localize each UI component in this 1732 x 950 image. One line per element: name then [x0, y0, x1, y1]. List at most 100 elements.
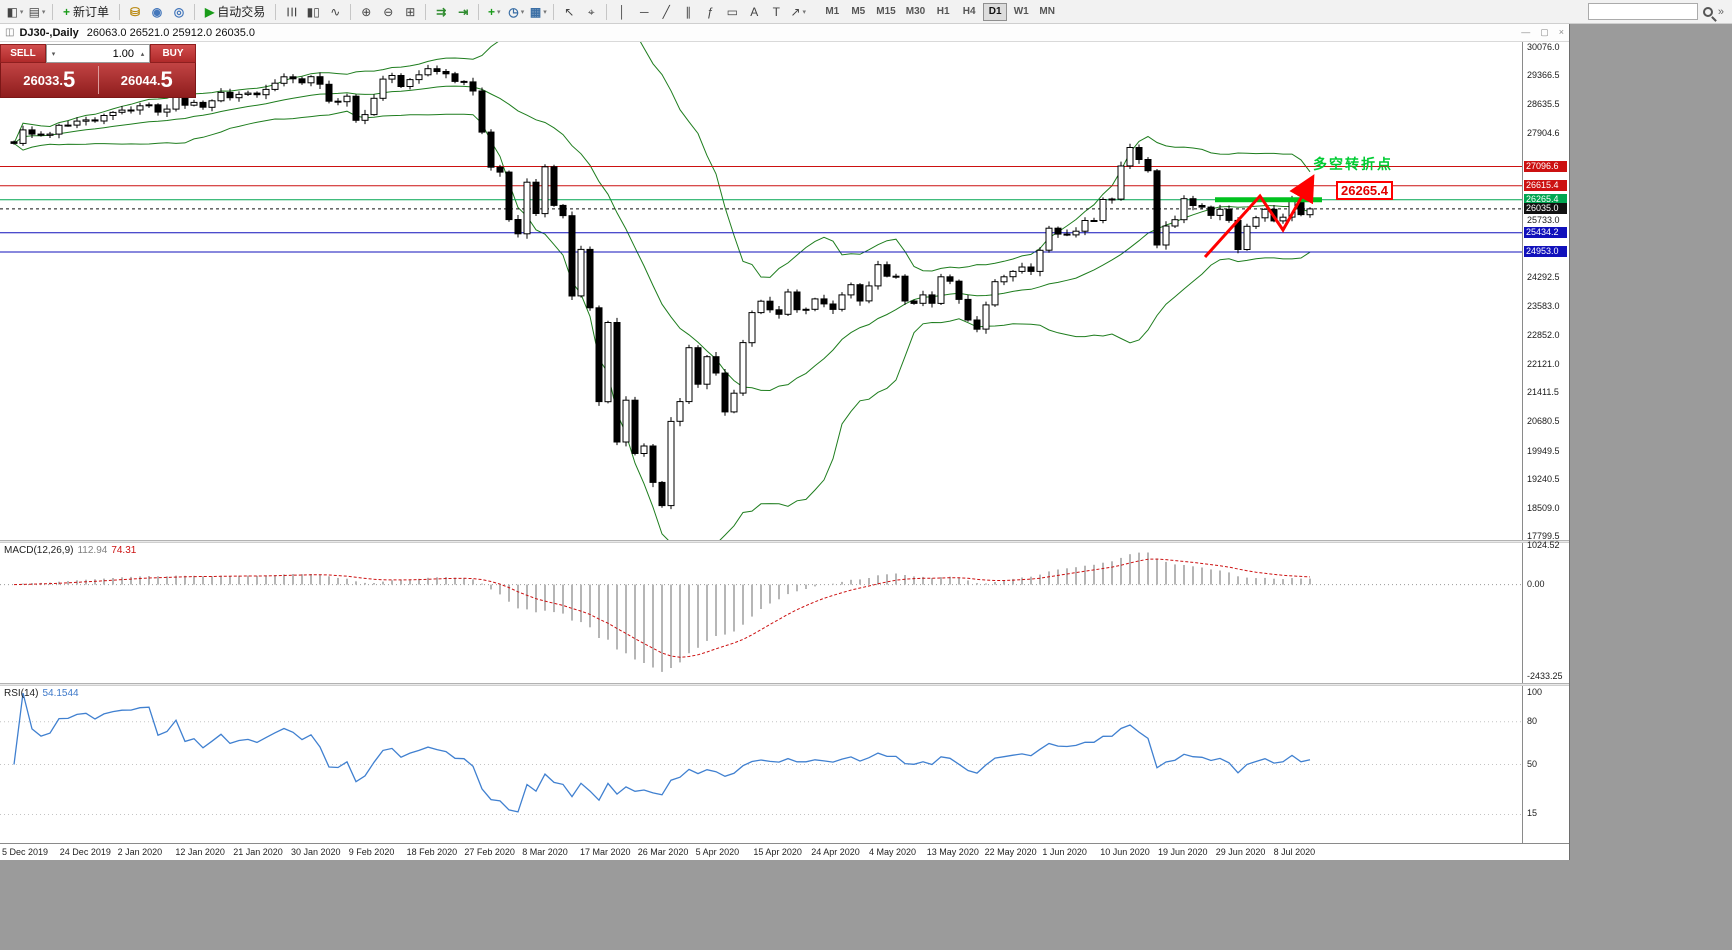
toolbar-icon-groups: ◧ ▾ ▤ ▾ + 新订单 ⛁ ◉ ◎ ▶ 自动交易 ☰ ▮▯ ∿ ⊕ ⊖ ⊞ ⇉ ⇥ + ▾ ◷ ▾ ▦ ▾ ↖ ⌖ │ ─ ╱ ∥ ƒ ▭ A…: [4, 2, 809, 22]
timeframe-m15-button[interactable]: M15: [876, 6, 896, 17]
timeframe-m30-button[interactable]: M30: [905, 6, 926, 17]
rsi-canvas[interactable]: [0, 686, 1523, 843]
toolbar-overflow-icon[interactable]: »: [1717, 5, 1724, 18]
webterminal-icon[interactable]: ◎: [169, 2, 189, 22]
lot-decrease-button[interactable]: ▾: [51, 50, 56, 58]
sell-button[interactable]: SELL: [0, 44, 46, 63]
accounts-icon[interactable]: ◉: [147, 2, 167, 22]
pane-separator[interactable]: [0, 540, 1569, 543]
arrows-icon[interactable]: ↗ ▾: [788, 2, 808, 22]
macd-histogram: [22, 552, 1311, 672]
trend-arrow-annotation: [1203, 174, 1315, 259]
accounts-icon: ◉: [151, 4, 163, 19]
zoom-out-icon[interactable]: ⊖: [378, 2, 398, 22]
date-label: 24 Apr 2020: [811, 847, 860, 857]
close-button[interactable]: ×: [1558, 27, 1564, 37]
lot-size-input[interactable]: [60, 47, 136, 60]
search-icon[interactable]: [1702, 6, 1713, 17]
buy-price-big-digit: 5: [160, 67, 173, 92]
date-label: 26 Mar 2020: [637, 847, 689, 857]
vertical-line-icon[interactable]: │: [612, 2, 632, 22]
scale-label: 23583.0: [1527, 300, 1560, 311]
price-scale[interactable]: 30076.0 29366.5 28635.5 27904.6 25733.0 24292…: [1522, 42, 1569, 541]
toolbar-separator: [52, 3, 53, 20]
toolbar-separator: [606, 3, 608, 20]
webterminal-icon: ◎: [173, 4, 185, 19]
price-tag: 27096.6: [1524, 160, 1567, 172]
scale-label: 24292.5: [1527, 272, 1560, 283]
timeframe-m1-button[interactable]: M1: [825, 6, 840, 17]
templates-icon[interactable]: ▦ ▾: [528, 2, 548, 22]
minimize-button[interactable]: —: [1521, 27, 1531, 37]
candlesticks: [10, 64, 1314, 510]
restore-button[interactable]: ▢: [1540, 27, 1549, 37]
date-label: 4 May 2020: [869, 847, 917, 857]
indicators-icon[interactable]: + ▾: [484, 2, 504, 22]
main-chart-canvas[interactable]: [0, 42, 1523, 540]
search-input[interactable]: [1587, 3, 1698, 20]
date-label: 8 Jul 2020: [1273, 847, 1316, 857]
scale-label: 19949.5: [1527, 445, 1560, 456]
chevron-down-icon: ▾: [802, 8, 807, 16]
auto-trading-button[interactable]: ▶ 自动交易: [200, 2, 270, 22]
chart-title-bar[interactable]: ◫ DJ30-,Daily 26063.0 26521.0 25912.0 260…: [0, 24, 1569, 42]
sell-price[interactable]: 26033. 5: [1, 63, 98, 97]
buy-price[interactable]: 26044. 5: [99, 63, 196, 97]
toolbar-separator: [194, 3, 196, 20]
line-chart-icon[interactable]: ∿: [325, 2, 345, 22]
window-buttons: — ▢ ×: [1521, 27, 1564, 38]
timeframe-d1-button[interactable]: D1: [983, 2, 1008, 21]
scale-label: 25733.0: [1527, 214, 1560, 225]
chart-shift-icon[interactable]: ⇥: [453, 2, 473, 22]
periods-icon[interactable]: ◷ ▾: [506, 2, 526, 22]
timeframe-m5-button[interactable]: M5: [851, 6, 866, 17]
trendline-icon[interactable]: ╱: [656, 2, 676, 22]
new-order-button: +: [63, 4, 71, 19]
deposit-icon[interactable]: ⛁: [125, 2, 145, 22]
timeframe-h4-button[interactable]: H4: [962, 6, 976, 17]
macd-canvas[interactable]: [0, 543, 1523, 683]
timeframe-w1-button[interactable]: W1: [1013, 6, 1029, 17]
deposit-icon: ⛁: [130, 4, 141, 19]
date-label: 30 Jan 2020: [291, 847, 341, 857]
pane-separator[interactable]: [0, 683, 1569, 686]
text-icon[interactable]: A: [744, 2, 764, 22]
new-chart-icon[interactable]: ◧ ▾: [5, 2, 25, 22]
zoom-in-icon[interactable]: ⊕: [356, 2, 376, 22]
crosshair-icon[interactable]: ⌖: [581, 2, 601, 22]
price-tag: 24953.0: [1524, 246, 1567, 257]
buy-button[interactable]: BUY: [150, 44, 196, 63]
new-order-button[interactable]: + 新订单: [58, 2, 114, 22]
scale-label: 21411.5: [1527, 387, 1559, 398]
date-label: 5 Apr 2020: [695, 847, 740, 857]
date-label: 10 Jun 2020: [1100, 847, 1150, 857]
scale-label: 50: [1527, 758, 1538, 769]
indicators-icon: +: [488, 4, 496, 19]
date-label: 22 May 2020: [984, 847, 1037, 857]
lot-increase-button[interactable]: ▴: [140, 50, 145, 58]
bar-chart-icon[interactable]: ☰: [281, 2, 301, 22]
cursor-icon[interactable]: ↖: [559, 2, 579, 22]
date-label: 27 Feb 2020: [464, 847, 515, 857]
candlestick-chart-icon[interactable]: ▮▯: [303, 2, 323, 22]
fibonacci-icon: ƒ: [706, 4, 714, 19]
main-toolbar: ◧ ▾ ▤ ▾ + 新订单 ⛁ ◉ ◎ ▶ 自动交易 ☰ ▮▯ ∿ ⊕ ⊖ ⊞ ⇉ ⇥ + ▾ ◷ ▾ ▦ ▾ ↖ ⌖ │ ─ ╱ ∥ ƒ ▭ A…: [0, 0, 1732, 24]
scale-label: 27904.6: [1527, 128, 1560, 139]
auto-scroll-icon[interactable]: ⇉: [431, 2, 451, 22]
tile-windows-icon[interactable]: ⊞: [400, 2, 420, 22]
date-label: 2 Jan 2020: [117, 847, 163, 857]
text-icon: A: [750, 4, 759, 19]
timeframe-mn-button[interactable]: MN: [1039, 6, 1055, 17]
shapes-icon[interactable]: ▭: [722, 2, 742, 22]
date-axis[interactable]: 5 Dec 2019 24 Dec 2019 2 Jan 2020 12 Jan 20…: [0, 843, 1569, 860]
fibonacci-icon[interactable]: ƒ: [700, 2, 720, 22]
label-icon[interactable]: T: [766, 2, 786, 22]
equidistant-channel-icon[interactable]: ∥: [678, 2, 698, 22]
timeframe-h1-button[interactable]: H1: [936, 6, 950, 17]
horizontal-line-icon[interactable]: ─: [634, 2, 654, 22]
chart-title: DJ30-,Daily 26063.0 26521.0 25912.0 26035…: [19, 27, 255, 39]
scale-label: 22121.0: [1527, 358, 1560, 369]
chevron-down-icon: ▾: [19, 8, 24, 16]
crosshair-icon: ⌖: [587, 4, 595, 19]
chart-profiles-icon[interactable]: ▤ ▾: [27, 2, 47, 22]
